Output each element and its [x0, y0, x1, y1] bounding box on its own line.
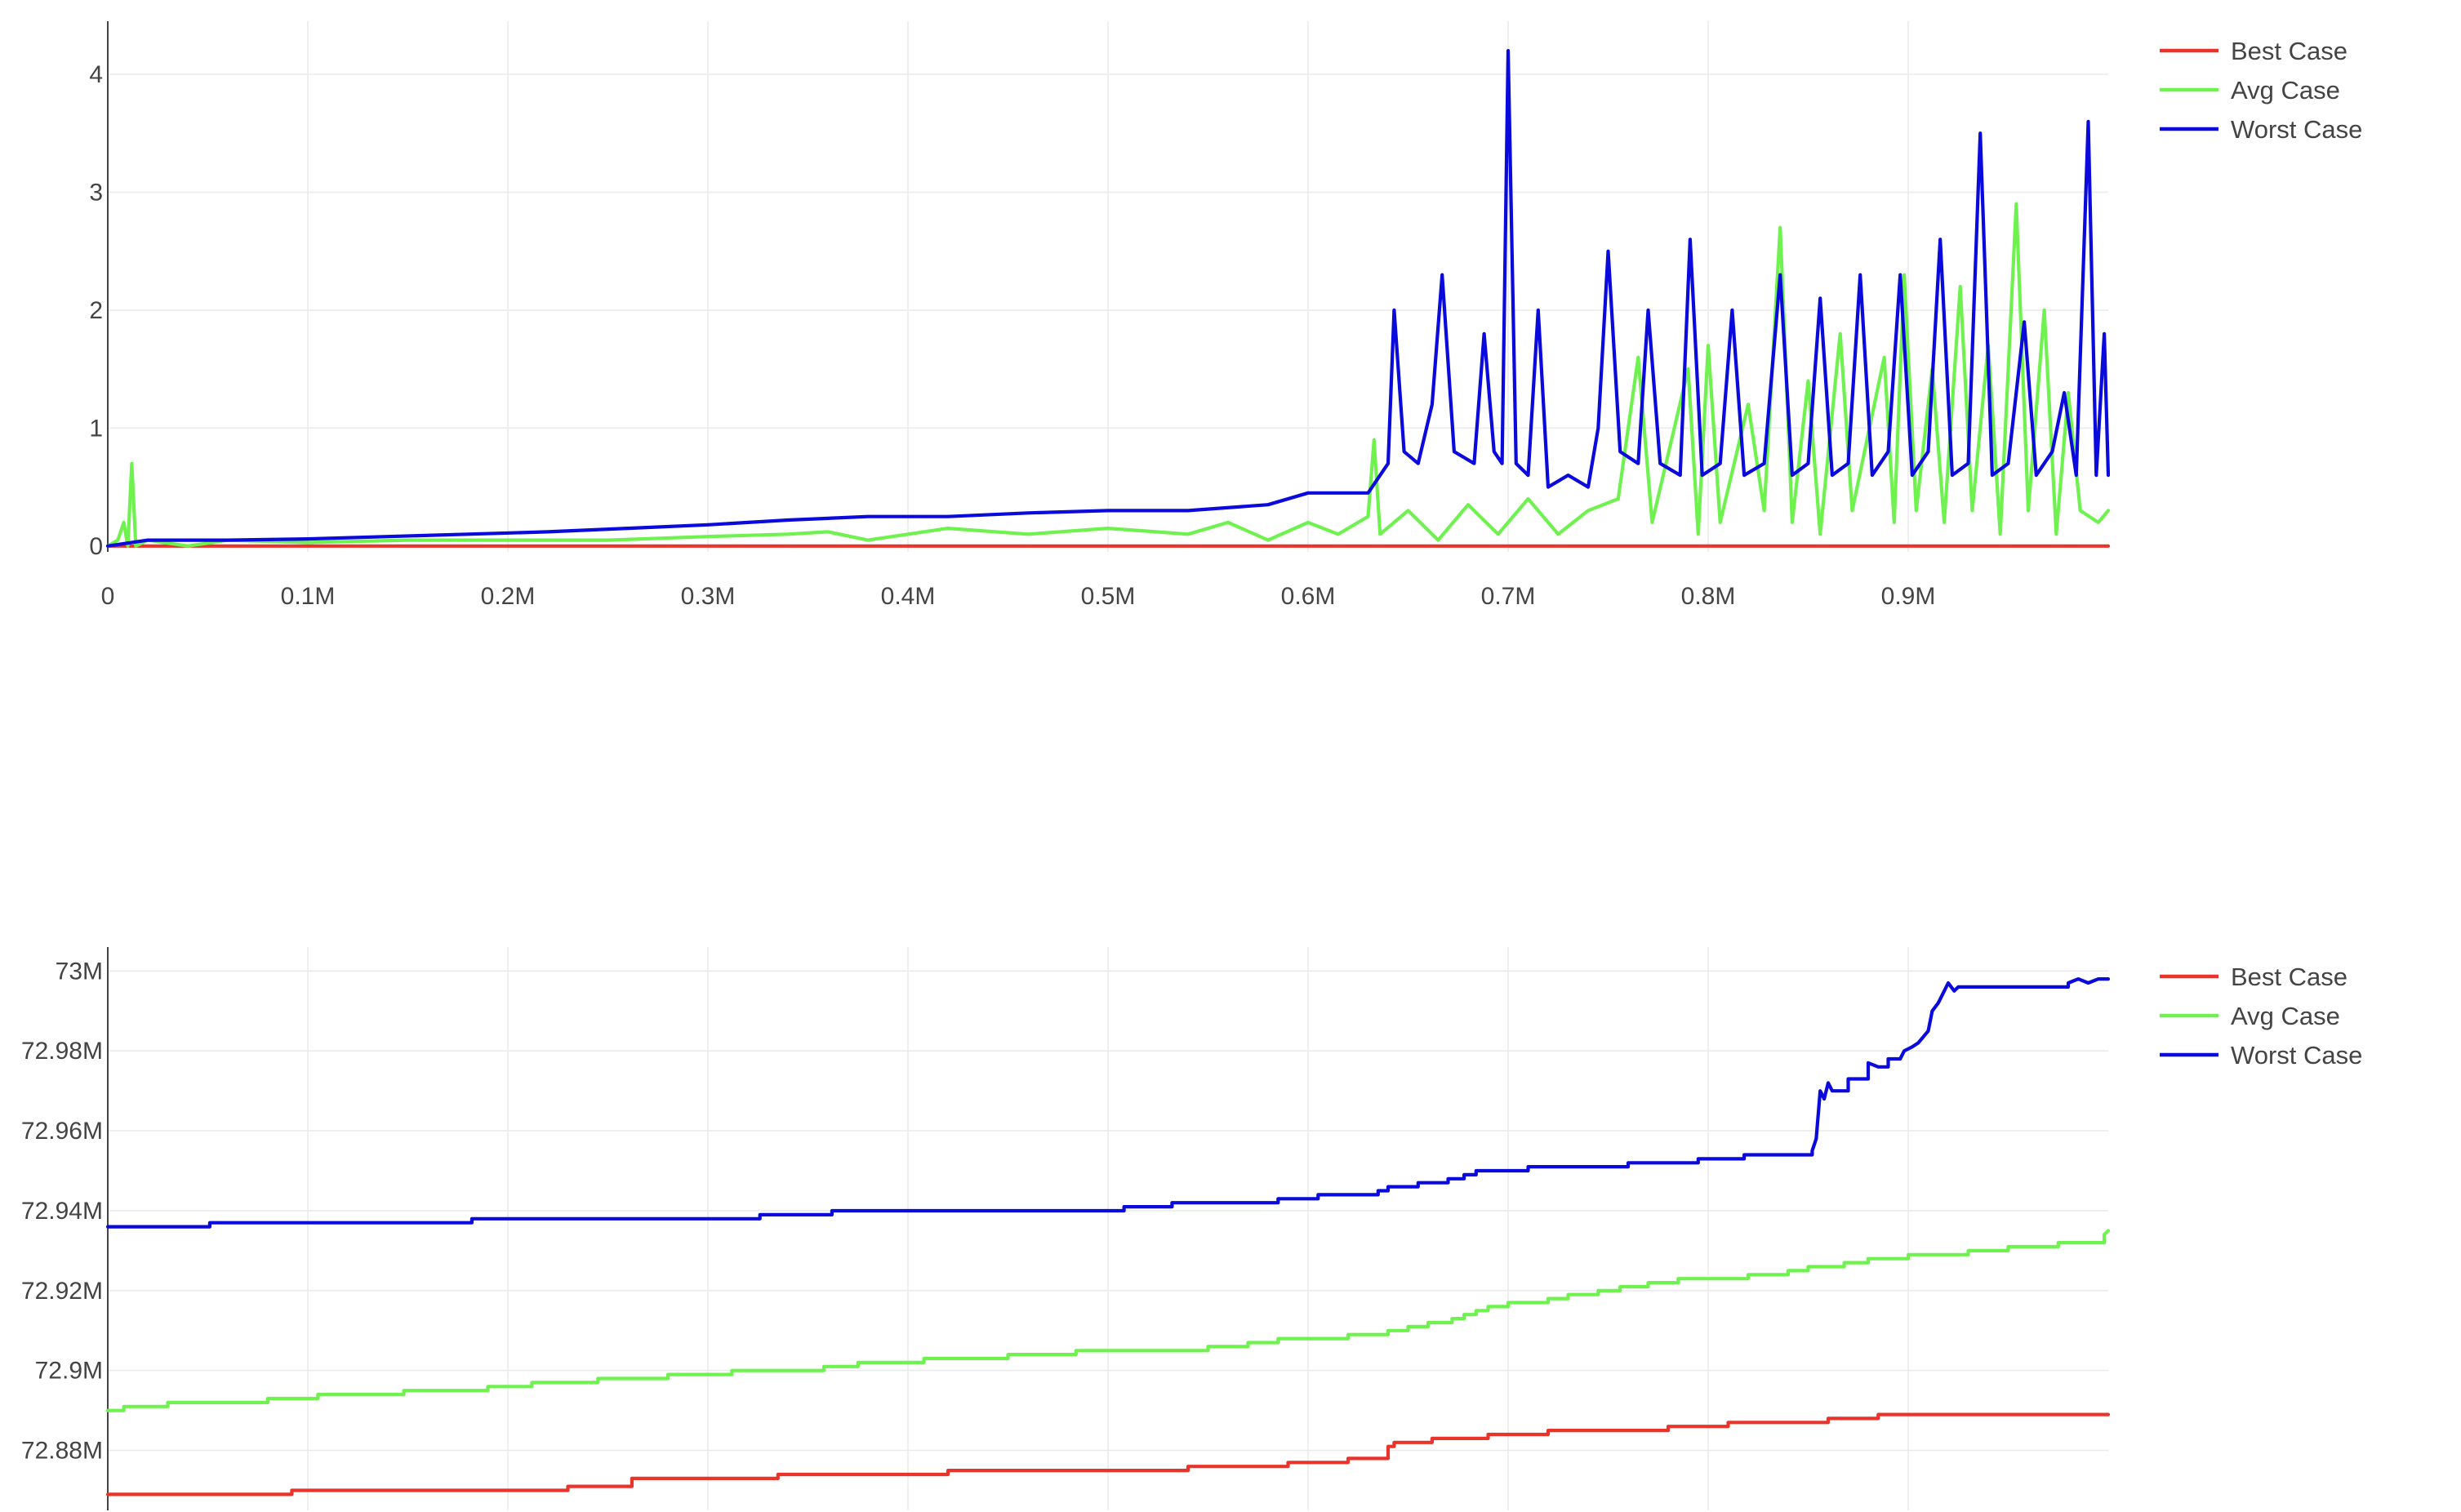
x-tick-label: 0.4M: [881, 1509, 936, 1512]
y-tick-label: 72.94M: [21, 1198, 103, 1225]
x-tick-label: 0.4M: [881, 583, 936, 610]
x-tick-label: 0.2M: [481, 1509, 536, 1512]
x-tick-label: 0.9M: [1881, 1509, 1936, 1512]
y-tick-label: 4: [89, 61, 103, 88]
y-tick-label: 72.9M: [35, 1358, 103, 1385]
grid: [108, 947, 2108, 1510]
series-group: [106, 977, 2110, 1496]
x-tick-label: 0.5M: [1081, 1509, 1136, 1512]
x-tick-label: 0.8M: [1681, 1509, 1736, 1512]
y-tick-label: 1: [89, 415, 103, 442]
x-tick-label: 0.6M: [1281, 1509, 1336, 1512]
series-line-avg-case: [106, 1229, 2110, 1412]
legend: Best Case Avg Case Worst Case: [2160, 963, 2362, 1070]
series-line-best-case: [106, 1412, 2110, 1496]
worst-avg-best-bottom-chart: 00.1M0.2M0.3M0.4M0.5M0.6M0.7M0.8M0.9M72.…: [21, 947, 2362, 1512]
series-line-worst-case: [106, 977, 2110, 1229]
y-tick-label: 72.96M: [21, 1118, 103, 1145]
x-tick-label: 0.1M: [281, 1509, 336, 1512]
y-tick-label: 3: [89, 179, 103, 206]
x-tick-label: 0.3M: [681, 583, 736, 610]
x-tick-label: 0.9M: [1881, 583, 1936, 610]
series-line-avg-case: [106, 202, 2110, 548]
x-tick-label: 0.5M: [1081, 583, 1136, 610]
x-tick-label: 0.7M: [1481, 583, 1536, 610]
legend-label-best-case: Best Case: [2231, 963, 2348, 991]
y-tick-label: 0: [89, 533, 103, 560]
y-tick-label: 73M: [56, 958, 103, 985]
x-tick-label: 0.6M: [1281, 583, 1336, 610]
x-tick-label: 0.3M: [681, 1509, 736, 1512]
x-tick-label: 0.7M: [1481, 1509, 1536, 1512]
legend-label-avg-case: Avg Case: [2231, 76, 2340, 105]
grid: [108, 21, 2108, 552]
legend-label-worst-case: Worst Case: [2231, 1041, 2362, 1070]
x-tick-label: 0.2M: [481, 583, 536, 610]
legend-label-worst-case: Worst Case: [2231, 115, 2362, 144]
y-tick-label: 72.92M: [21, 1278, 103, 1305]
y-tick-label: 72.88M: [21, 1438, 103, 1465]
x-tick-label: 0: [101, 583, 115, 610]
legend: Best Case Avg Case Worst Case: [2160, 37, 2362, 144]
y-tick-label: 2: [89, 297, 103, 324]
worst-avg-best-top-chart: 0 0.1M 0.2M 0.3M 0.4M 0.5M 0.6M 0.7M 0.8M 0.9M 0 1 2…: [89, 21, 2362, 610]
x-tick-label: 0.1M: [281, 583, 336, 610]
series-group: [106, 49, 2110, 548]
legend-label-best-case: Best Case: [2231, 37, 2348, 65]
series-line-worst-case: [106, 49, 2110, 548]
legend-label-avg-case: Avg Case: [2231, 1002, 2340, 1030]
x-tick-label: 0.8M: [1681, 583, 1736, 610]
y-tick-label: 72.98M: [21, 1038, 103, 1065]
